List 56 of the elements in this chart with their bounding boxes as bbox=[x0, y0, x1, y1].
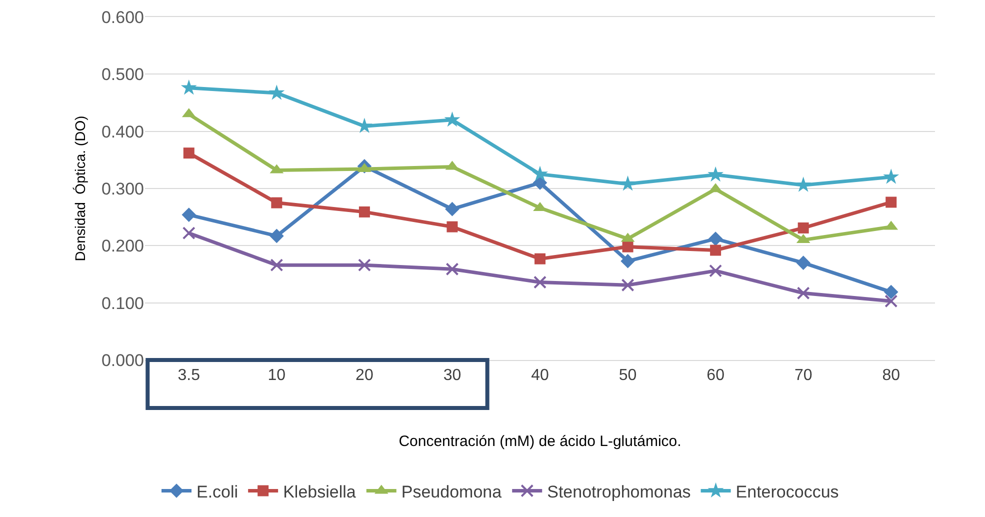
x-tick-label: 60 bbox=[706, 367, 725, 384]
point bbox=[446, 221, 458, 232]
point bbox=[182, 226, 196, 240]
legend-label: Klebsiella bbox=[283, 482, 356, 502]
y-tick-label: 0.400 bbox=[101, 122, 144, 142]
point bbox=[358, 258, 371, 272]
x-tick-label: 3.5 bbox=[178, 367, 200, 384]
legend-label: Pseudomona bbox=[401, 482, 502, 502]
point bbox=[270, 258, 284, 272]
point bbox=[883, 168, 900, 184]
point bbox=[798, 222, 809, 234]
y-axis-title: Densidad Óptica. (DO) bbox=[72, 116, 88, 262]
point bbox=[621, 278, 634, 292]
y-tick-label: 0.200 bbox=[101, 236, 144, 256]
x-axis-title: Concentración (mM) de ácido L-glutámico. bbox=[398, 433, 682, 450]
legend-label: Stenotrophomonas bbox=[547, 482, 691, 502]
point bbox=[620, 176, 636, 191]
point bbox=[795, 176, 812, 192]
point bbox=[710, 244, 722, 256]
x-tick-label: 10 bbox=[268, 367, 286, 384]
point bbox=[445, 202, 460, 216]
y-tick-label: 0.000 bbox=[101, 350, 144, 370]
point bbox=[620, 254, 635, 268]
point bbox=[796, 256, 810, 270]
x-tick-label: 20 bbox=[356, 367, 374, 384]
point bbox=[182, 208, 196, 222]
point bbox=[622, 241, 634, 252]
x-tick-label: 50 bbox=[618, 367, 637, 384]
legend-label: Enterococcus bbox=[736, 482, 839, 502]
point bbox=[271, 197, 282, 208]
x-tick-label: 70 bbox=[794, 367, 812, 384]
legend-label: E.coli bbox=[196, 482, 238, 502]
point bbox=[709, 264, 722, 278]
point bbox=[358, 206, 370, 218]
point bbox=[534, 276, 546, 289]
point bbox=[886, 196, 897, 208]
point bbox=[708, 232, 723, 246]
x-tick-label: 40 bbox=[531, 367, 549, 384]
point bbox=[884, 294, 898, 308]
point bbox=[183, 148, 194, 159]
y-tick-label: 0.500 bbox=[101, 65, 144, 84]
point bbox=[534, 253, 546, 264]
point bbox=[796, 286, 810, 300]
point bbox=[708, 166, 724, 182]
y-tick-label: 0.100 bbox=[101, 294, 144, 313]
point bbox=[884, 284, 898, 300]
y-tick-label: 0.300 bbox=[101, 179, 144, 198]
point bbox=[532, 166, 548, 182]
y-tick-label: 0.600 bbox=[101, 8, 144, 27]
point bbox=[446, 262, 459, 276]
point bbox=[444, 112, 460, 127]
x-tick-label: 80 bbox=[882, 367, 900, 384]
x-tick-label: 30 bbox=[443, 367, 462, 384]
point bbox=[180, 79, 197, 95]
point bbox=[270, 228, 284, 244]
point bbox=[268, 84, 285, 100]
